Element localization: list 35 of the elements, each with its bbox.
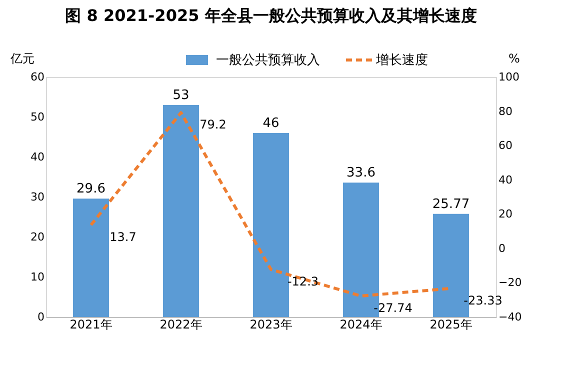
- y2-tick-label: 40: [498, 173, 512, 186]
- data-label: 13.7: [110, 230, 136, 244]
- x-tick-label: 2023年: [250, 318, 292, 332]
- y-tick-label: 20: [30, 230, 44, 244]
- legend-label: 一般公共预算收入: [216, 53, 320, 68]
- y2-tick-label: 20: [498, 208, 512, 221]
- y-tick-label: 10: [30, 270, 44, 284]
- y2-axis-title: %: [508, 52, 520, 66]
- data-label: 29.6: [76, 182, 106, 197]
- y2-tick-label: 100: [498, 70, 520, 84]
- y-tick-label: 50: [30, 110, 44, 124]
- data-label: 53: [172, 88, 190, 103]
- y-tick-label: 30: [30, 190, 44, 204]
- data-label: 79.2: [200, 118, 226, 132]
- y-tick-label: 60: [30, 70, 44, 84]
- y2-tick-label: −40: [498, 310, 522, 324]
- y-tick-label: 0: [38, 310, 44, 324]
- y-axis-title: 亿元: [10, 52, 34, 66]
- data-label: 25.77: [432, 196, 470, 212]
- data-label: 33.6: [346, 166, 376, 181]
- data-label: 46: [262, 116, 280, 131]
- x-tick-label: 2021年: [70, 318, 112, 332]
- x-tick-label: 2022年: [160, 318, 202, 332]
- y-tick-label: 40: [30, 150, 44, 164]
- y2-tick-label: 80: [498, 104, 512, 118]
- x-tick-label: 2025年: [430, 318, 472, 332]
- bar: [73, 198, 109, 317]
- chart-title: 图 8 2021-2025 年全县一般公共预算收入及其增长速度: [65, 6, 477, 25]
- x-tick-label: 2024年: [340, 318, 382, 332]
- bar: [163, 105, 199, 317]
- y2-tick-label: 60: [498, 139, 512, 152]
- y2-tick-label: 0: [498, 242, 506, 255]
- legend-label: 增长速度: [375, 52, 428, 68]
- y2-tick-label: −20: [498, 276, 522, 290]
- bar: [253, 133, 289, 317]
